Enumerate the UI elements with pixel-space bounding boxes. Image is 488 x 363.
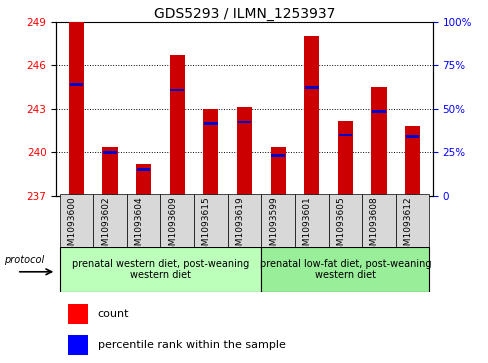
Title: GDS5293 / ILMN_1253937: GDS5293 / ILMN_1253937 [154, 7, 334, 21]
Text: GSM1093600: GSM1093600 [67, 196, 76, 257]
Bar [294, 194, 328, 247]
Bar [103, 151, 117, 154]
Bar [405, 135, 419, 138]
Bar [404, 126, 419, 196]
Bar [69, 83, 83, 86]
Text: GSM1093608: GSM1093608 [369, 196, 378, 257]
Bar [93, 194, 126, 247]
Bar [60, 194, 93, 247]
Bar [271, 154, 285, 157]
Bar [270, 147, 285, 196]
Text: count: count [98, 309, 129, 319]
Bar [69, 22, 84, 196]
Bar [261, 194, 294, 247]
Bar [203, 122, 217, 125]
Bar [126, 194, 160, 247]
Text: prenatal western diet, post-weaning
western diet: prenatal western diet, post-weaning west… [72, 259, 248, 280]
Text: GSM1093601: GSM1093601 [302, 196, 311, 257]
Bar [371, 87, 386, 196]
Bar [304, 36, 319, 196]
Text: GSM1093605: GSM1093605 [336, 196, 345, 257]
Text: GSM1093619: GSM1093619 [235, 196, 244, 257]
Bar [169, 55, 184, 196]
Bar [160, 194, 194, 247]
Bar [203, 109, 218, 196]
Text: prenatal low-fat diet, post-weaning
western diet: prenatal low-fat diet, post-weaning west… [259, 259, 430, 280]
Bar [362, 194, 395, 247]
Bar [395, 194, 428, 247]
Text: GSM1093602: GSM1093602 [101, 196, 110, 257]
Bar [170, 89, 183, 91]
Bar [137, 168, 150, 171]
Bar [136, 164, 151, 196]
Bar [67, 304, 88, 324]
Bar [194, 194, 227, 247]
Bar [261, 247, 428, 292]
Bar [371, 110, 385, 113]
Text: GSM1093609: GSM1093609 [168, 196, 177, 257]
Bar [60, 247, 261, 292]
Bar [328, 194, 362, 247]
Text: percentile rank within the sample: percentile rank within the sample [98, 340, 285, 350]
Bar [237, 107, 251, 196]
Bar [305, 86, 318, 89]
Bar [237, 121, 251, 123]
Bar [338, 134, 351, 136]
Bar [337, 121, 352, 196]
Bar [67, 335, 88, 355]
Text: GSM1093612: GSM1093612 [403, 196, 412, 257]
Bar [227, 194, 261, 247]
Bar [102, 147, 117, 196]
Text: GSM1093615: GSM1093615 [202, 196, 210, 257]
Text: GSM1093604: GSM1093604 [134, 196, 143, 257]
Text: GSM1093599: GSM1093599 [268, 196, 278, 257]
Text: protocol: protocol [4, 254, 45, 265]
